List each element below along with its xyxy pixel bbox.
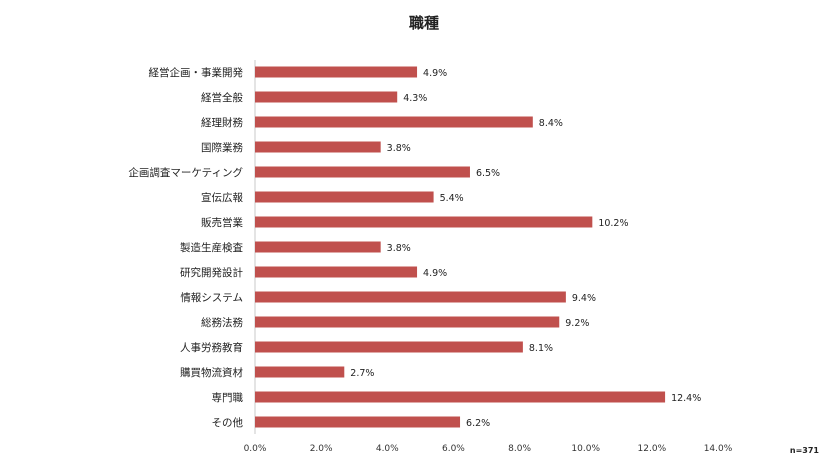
category-label-2: 経理財務 <box>201 116 243 129</box>
category-label-0: 経営企画・事業開発 <box>149 66 244 79</box>
bar-10 <box>255 316 560 328</box>
bar-2 <box>255 116 533 128</box>
category-label-12: 購買物流資材 <box>180 366 243 379</box>
sample-size-note: n=371 <box>790 446 820 455</box>
bar-6 <box>255 216 593 228</box>
bar-9 <box>255 291 566 303</box>
value-label-2: 8.4% <box>539 118 563 129</box>
x-tick-label-7: 14.0% <box>704 444 733 454</box>
value-label-0: 4.9% <box>423 68 447 79</box>
bar-7 <box>255 241 381 253</box>
category-label-7: 製造生産検査 <box>180 241 243 254</box>
value-label-9: 9.4% <box>572 293 596 304</box>
bar-5 <box>255 191 434 203</box>
x-tick-label-6: 12.0% <box>638 444 667 454</box>
category-label-9: 情報システム <box>180 291 243 304</box>
x-tick-label-5: 10.0% <box>571 444 600 454</box>
category-label-6: 販売営業 <box>201 216 243 229</box>
value-label-13: 12.4% <box>671 393 701 404</box>
bar-11 <box>255 341 523 353</box>
value-label-7: 3.8% <box>387 243 411 254</box>
bar-14 <box>255 416 461 428</box>
value-label-5: 5.4% <box>440 193 464 204</box>
bar-4 <box>255 166 470 178</box>
x-tick-label-4: 8.0% <box>508 444 531 454</box>
category-label-14: その他 <box>212 416 244 429</box>
category-label-8: 研究開発設計 <box>180 266 243 279</box>
value-label-6: 10.2% <box>598 218 628 229</box>
bar-1 <box>255 91 398 103</box>
value-label-1: 4.3% <box>403 93 427 104</box>
value-label-4: 6.5% <box>476 168 500 179</box>
bar-3 <box>255 141 381 153</box>
value-labels-group: 4.9% 4.3% 8.4% 3.8% 6.5% 5.4% 10.2% 3.8% 4.9% 9.4… <box>350 68 701 429</box>
x-tick-label-1: 2.0% <box>310 444 333 454</box>
bar-0 <box>255 66 418 78</box>
category-label-13: 専門職 <box>212 392 244 404</box>
category-label-11: 人事労務教育 <box>180 341 243 354</box>
value-label-8: 4.9% <box>423 268 447 279</box>
value-label-11: 8.1% <box>529 343 553 354</box>
category-label-4: 企画調査マーケティング <box>128 166 243 179</box>
category-label-5: 宣伝広報 <box>201 191 243 204</box>
x-tick-labels-group: 0.0% 2.0% 4.0% 6.0% 8.0% 10.0% 12.0% 14.0% <box>244 444 733 454</box>
bar-12 <box>255 366 345 378</box>
value-label-14: 6.2% <box>466 418 490 429</box>
x-tick-label-0: 0.0% <box>244 444 267 454</box>
x-tick-label-2: 4.0% <box>376 444 399 454</box>
chart-title: 職種 <box>409 14 439 32</box>
category-label-1: 経営全般 <box>201 91 243 104</box>
category-labels-group: 経営企画・事業開発経営全般経理財務国際業務企画調査マーケティング宣伝広報販売営業… <box>128 66 243 429</box>
bar-8 <box>255 266 418 278</box>
category-label-3: 国際業務 <box>201 141 243 154</box>
value-label-3: 3.8% <box>387 143 411 154</box>
bar-13 <box>255 391 666 403</box>
category-label-10: 総務法務 <box>201 316 243 329</box>
value-label-10: 9.2% <box>565 318 589 329</box>
x-tick-label-3: 6.0% <box>442 444 465 454</box>
bars-group <box>255 66 666 428</box>
value-label-12: 2.7% <box>350 368 374 379</box>
